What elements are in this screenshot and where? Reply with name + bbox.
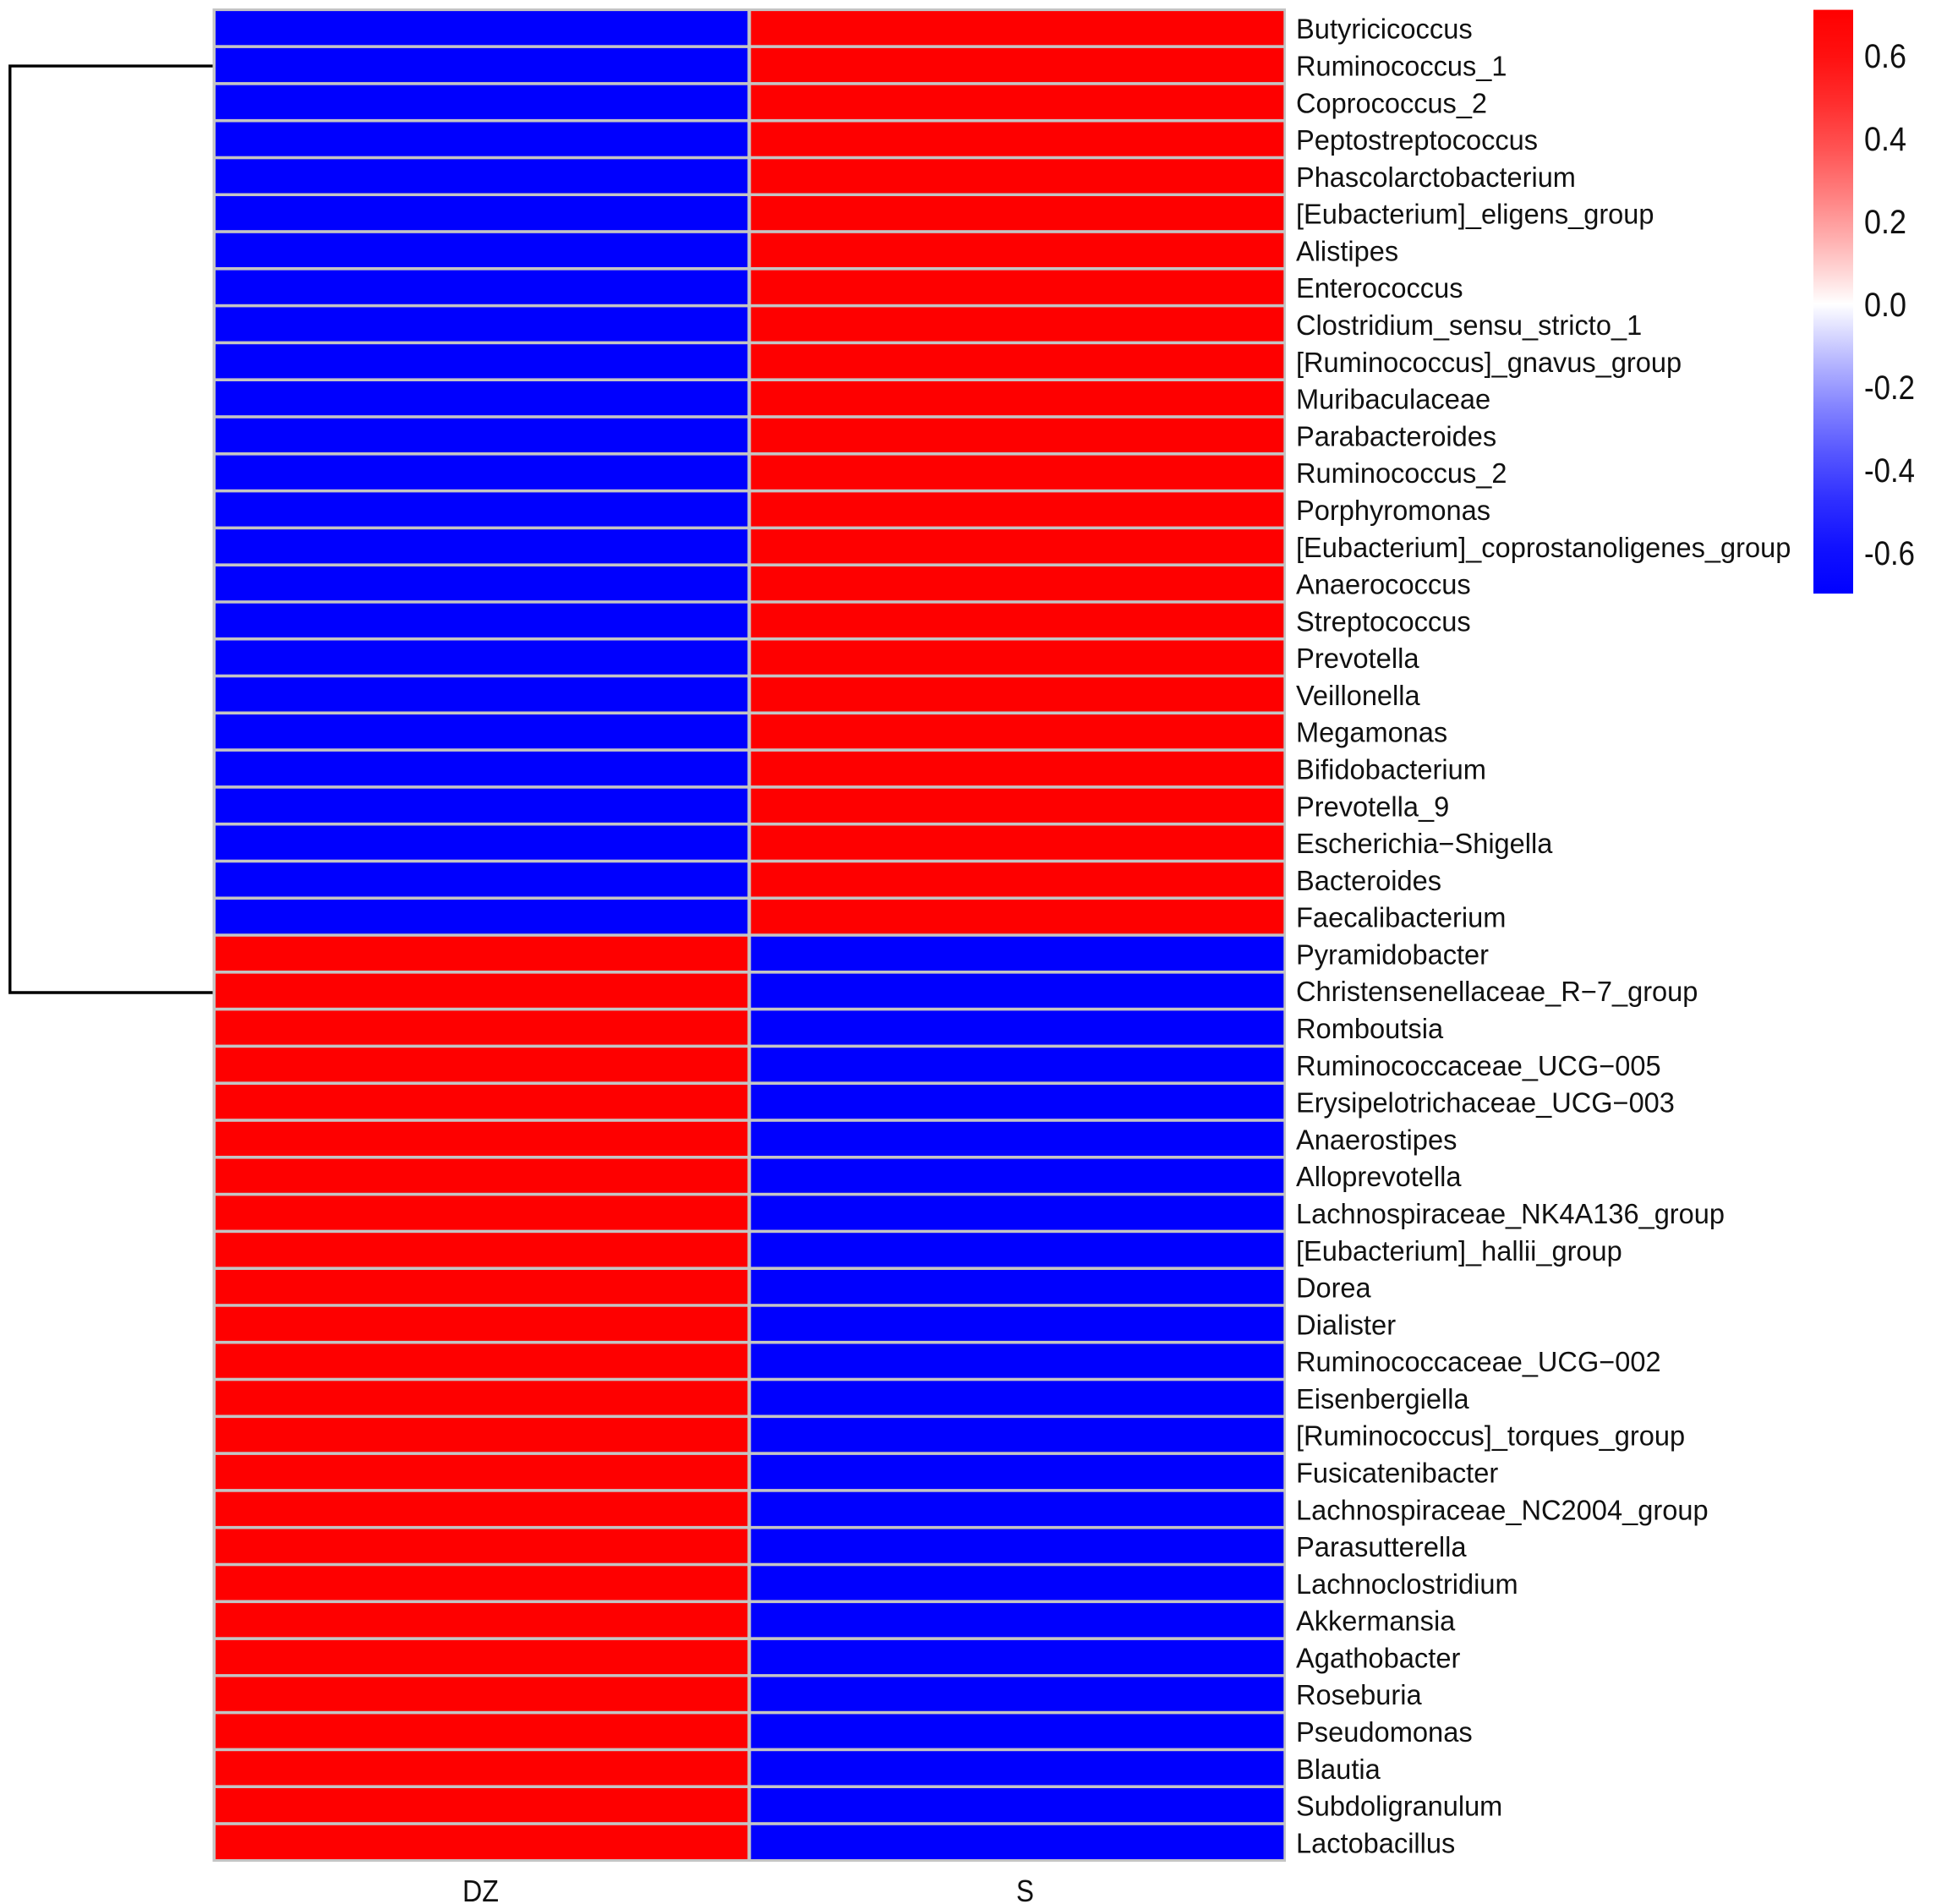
svg-text:Anaerostipes: Anaerostipes xyxy=(1296,1124,1457,1155)
svg-text:Enterococcus: Enterococcus xyxy=(1296,272,1463,304)
svg-text:-0.4: -0.4 xyxy=(1864,452,1915,490)
svg-text:Ruminococcus_2: Ruminococcus_2 xyxy=(1296,457,1507,489)
svg-text:Streptococcus: Streptococcus xyxy=(1296,605,1471,637)
svg-text:Erysipelotrichaceae_UCG−003: Erysipelotrichaceae_UCG−003 xyxy=(1296,1087,1675,1119)
svg-text:Faecalibacterium: Faecalibacterium xyxy=(1296,902,1506,933)
svg-text:Coprococcus_2: Coprococcus_2 xyxy=(1296,87,1487,118)
svg-text:[Eubacterium]_coprostanoligene: [Eubacterium]_coprostanoligenes_group xyxy=(1296,532,1791,563)
svg-text:-0.2: -0.2 xyxy=(1864,369,1915,407)
svg-text:Pyramidobacter: Pyramidobacter xyxy=(1296,938,1489,970)
svg-text:Alloprevotella: Alloprevotella xyxy=(1296,1161,1462,1192)
svg-text:[Eubacterium]_eligens_group: [Eubacterium]_eligens_group xyxy=(1296,199,1654,230)
svg-text:Dialister: Dialister xyxy=(1296,1309,1396,1340)
svg-text:Dorea: Dorea xyxy=(1296,1272,1371,1304)
svg-text:Christensenellaceae_R−7_group: Christensenellaceae_R−7_group xyxy=(1296,976,1698,1007)
svg-text:DZ: DZ xyxy=(462,1874,499,1904)
svg-text:Eisenbergiella: Eisenbergiella xyxy=(1296,1383,1469,1414)
svg-text:Clostridium_sensu_stricto_1: Clostridium_sensu_stricto_1 xyxy=(1296,309,1642,341)
svg-text:Muribaculaceae: Muribaculaceae xyxy=(1296,384,1490,415)
svg-text:Ruminococcaceae_UCG−002: Ruminococcaceae_UCG−002 xyxy=(1296,1346,1661,1377)
svg-text:Blautia: Blautia xyxy=(1296,1754,1381,1785)
svg-text:Porphyromonas: Porphyromonas xyxy=(1296,495,1490,526)
svg-text:Lachnospiraceae_NK4A136_group: Lachnospiraceae_NK4A136_group xyxy=(1296,1198,1725,1229)
svg-text:Megamonas: Megamonas xyxy=(1296,717,1447,748)
svg-text:Phascolarctobacterium: Phascolarctobacterium xyxy=(1296,161,1576,193)
svg-text:S: S xyxy=(1016,1874,1034,1904)
svg-text:Parasutterella: Parasutterella xyxy=(1296,1531,1467,1562)
svg-text:Butyricicoccus: Butyricicoccus xyxy=(1296,14,1473,45)
svg-text:Fusicatenibacter: Fusicatenibacter xyxy=(1296,1458,1498,1489)
svg-text:[Ruminococcus]_gnavus_group: [Ruminococcus]_gnavus_group xyxy=(1296,347,1682,378)
svg-text:[Ruminococcus]_torques_group: [Ruminococcus]_torques_group xyxy=(1296,1420,1685,1452)
svg-text:Prevotella: Prevotella xyxy=(1296,643,1419,674)
svg-text:Agathobacter: Agathobacter xyxy=(1296,1643,1460,1674)
svg-text:Romboutsia: Romboutsia xyxy=(1296,1013,1444,1044)
svg-text:0.6: 0.6 xyxy=(1864,38,1906,75)
svg-text:Lachnospiraceae_NC2004_group: Lachnospiraceae_NC2004_group xyxy=(1296,1494,1709,1525)
svg-text:Ruminococcus_1: Ruminococcus_1 xyxy=(1296,51,1507,82)
svg-text:Akkermansia: Akkermansia xyxy=(1296,1606,1456,1637)
svg-text:Subdoligranulum: Subdoligranulum xyxy=(1296,1791,1502,1822)
svg-text:Ruminococcaceae_UCG−005: Ruminococcaceae_UCG−005 xyxy=(1296,1050,1661,1081)
svg-text:0.2: 0.2 xyxy=(1864,204,1906,241)
svg-text:[Eubacterium]_hallii_group: [Eubacterium]_hallii_group xyxy=(1296,1235,1622,1267)
svg-text:Prevotella_9: Prevotella_9 xyxy=(1296,791,1449,822)
svg-text:Alistipes: Alistipes xyxy=(1296,235,1398,266)
svg-text:Lachnoclostridium: Lachnoclostridium xyxy=(1296,1568,1518,1600)
svg-text:Lactobacillus: Lactobacillus xyxy=(1296,1827,1455,1858)
svg-text:-0.6: -0.6 xyxy=(1864,535,1915,572)
svg-text:Bifidobacterium: Bifidobacterium xyxy=(1296,754,1486,785)
svg-text:Peptostreptococcus: Peptostreptococcus xyxy=(1296,124,1538,156)
svg-text:Pseudomonas: Pseudomonas xyxy=(1296,1716,1473,1748)
svg-text:Roseburia: Roseburia xyxy=(1296,1679,1422,1710)
svg-text:Bacteroides: Bacteroides xyxy=(1296,865,1441,896)
svg-text:0.4: 0.4 xyxy=(1864,121,1906,158)
svg-text:Anaerococcus: Anaerococcus xyxy=(1296,569,1471,600)
svg-text:0.0: 0.0 xyxy=(1864,287,1906,324)
svg-text:Veillonella: Veillonella xyxy=(1296,680,1420,711)
svg-text:Escherichia−Shigella: Escherichia−Shigella xyxy=(1296,828,1553,859)
svg-text:Parabacteroides: Parabacteroides xyxy=(1296,420,1496,451)
